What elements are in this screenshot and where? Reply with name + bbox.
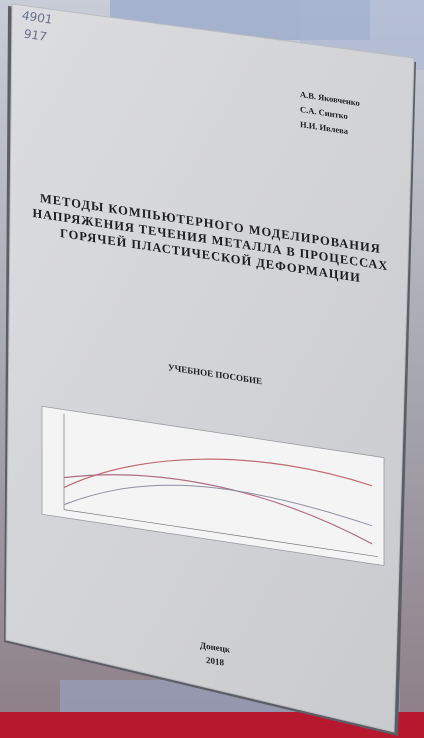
figure-axis [64, 509, 378, 558]
city: Донецк [200, 640, 231, 655]
figure-curve [63, 484, 373, 527]
cover-figure [41, 405, 385, 567]
handwritten-note: 917 [24, 27, 47, 44]
figure-curve [63, 474, 373, 545]
year: 2018 [206, 655, 224, 668]
handwritten-note: 4901 [22, 8, 53, 26]
